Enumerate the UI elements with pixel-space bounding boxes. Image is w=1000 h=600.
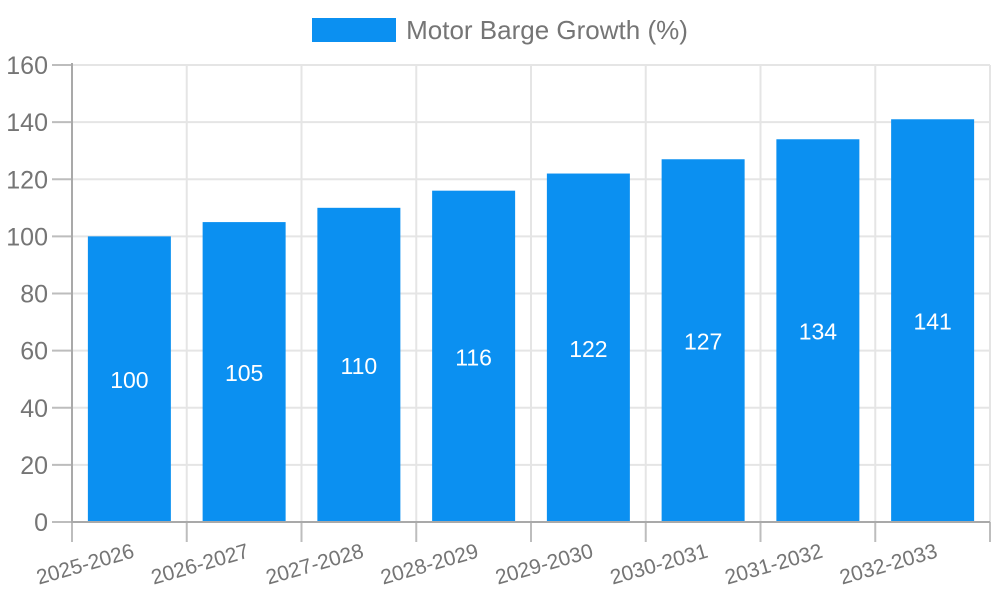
legend-label: Motor Barge Growth (%) [406, 15, 688, 45]
bar[interactable] [891, 119, 975, 523]
bar[interactable] [776, 139, 860, 522]
bar-value-label: 141 [913, 309, 951, 335]
bar[interactable] [87, 236, 171, 522]
bar-value-label: 116 [455, 344, 492, 370]
bar-value-label: 127 [684, 329, 722, 355]
y-tick-label: 80 [20, 281, 48, 309]
x-tick-label: 2029-2030 [493, 540, 596, 590]
y-tick-label: 120 [6, 166, 48, 194]
x-tick-label: 2031-2032 [722, 540, 825, 590]
x-tick-label: 2027-2028 [263, 540, 366, 590]
bar-value-label: 100 [110, 367, 148, 393]
legend-swatch [312, 18, 397, 42]
bar-value-label: 110 [341, 353, 378, 379]
x-tick-label: 2030-2031 [608, 540, 711, 590]
y-tick-label: 140 [6, 109, 48, 137]
x-tick-label: 2025-2026 [34, 540, 137, 590]
x-tick-label: 2028-2029 [378, 540, 481, 590]
y-tick-label: 20 [20, 452, 48, 480]
y-tick-label: 60 [20, 338, 48, 366]
bar-value-label: 105 [225, 360, 263, 386]
bar[interactable] [661, 159, 745, 522]
y-tick-label: 0 [34, 509, 48, 537]
bar[interactable] [202, 222, 286, 522]
y-tick-label: 160 [6, 52, 48, 80]
y-tick-label: 40 [20, 395, 48, 423]
y-tick-label: 100 [6, 223, 48, 251]
bar[interactable] [432, 190, 516, 523]
x-tick-label: 2026-2027 [149, 540, 252, 590]
x-tick-label: 2032-2033 [837, 540, 940, 590]
bar-value-label: 134 [799, 319, 838, 345]
bar[interactable] [317, 207, 401, 522]
bar-value-label: 122 [569, 336, 607, 362]
legend-item[interactable]: Motor Barge Growth (%) [0, 17, 1000, 43]
bar[interactable] [546, 173, 630, 522]
